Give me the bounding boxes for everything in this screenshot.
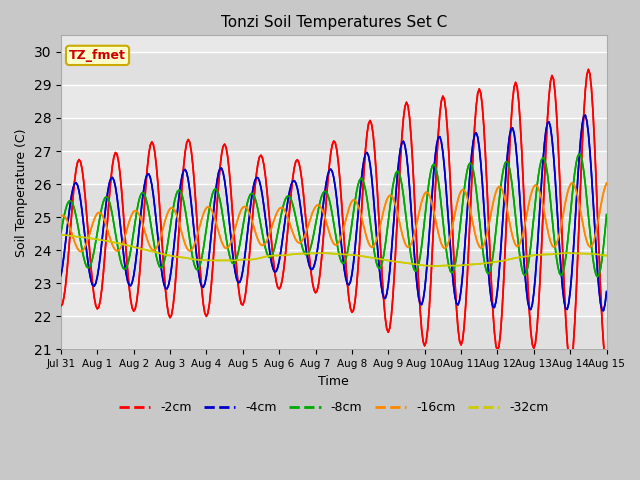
Bar bbox=[61, 85, 607, 118]
Bar bbox=[61, 283, 607, 316]
X-axis label: Time: Time bbox=[318, 374, 349, 387]
Bar bbox=[61, 250, 607, 283]
Bar bbox=[61, 184, 607, 217]
Text: TZ_fmet: TZ_fmet bbox=[69, 49, 126, 62]
Legend: -2cm, -4cm, -8cm, -16cm, -32cm: -2cm, -4cm, -8cm, -16cm, -32cm bbox=[114, 396, 554, 420]
Title: Tonzi Soil Temperatures Set C: Tonzi Soil Temperatures Set C bbox=[221, 15, 447, 30]
Bar bbox=[61, 217, 607, 250]
Y-axis label: Soil Temperature (C): Soil Temperature (C) bbox=[15, 128, 28, 257]
Bar bbox=[61, 118, 607, 151]
Bar bbox=[61, 316, 607, 349]
Bar bbox=[61, 52, 607, 85]
Bar bbox=[61, 151, 607, 184]
